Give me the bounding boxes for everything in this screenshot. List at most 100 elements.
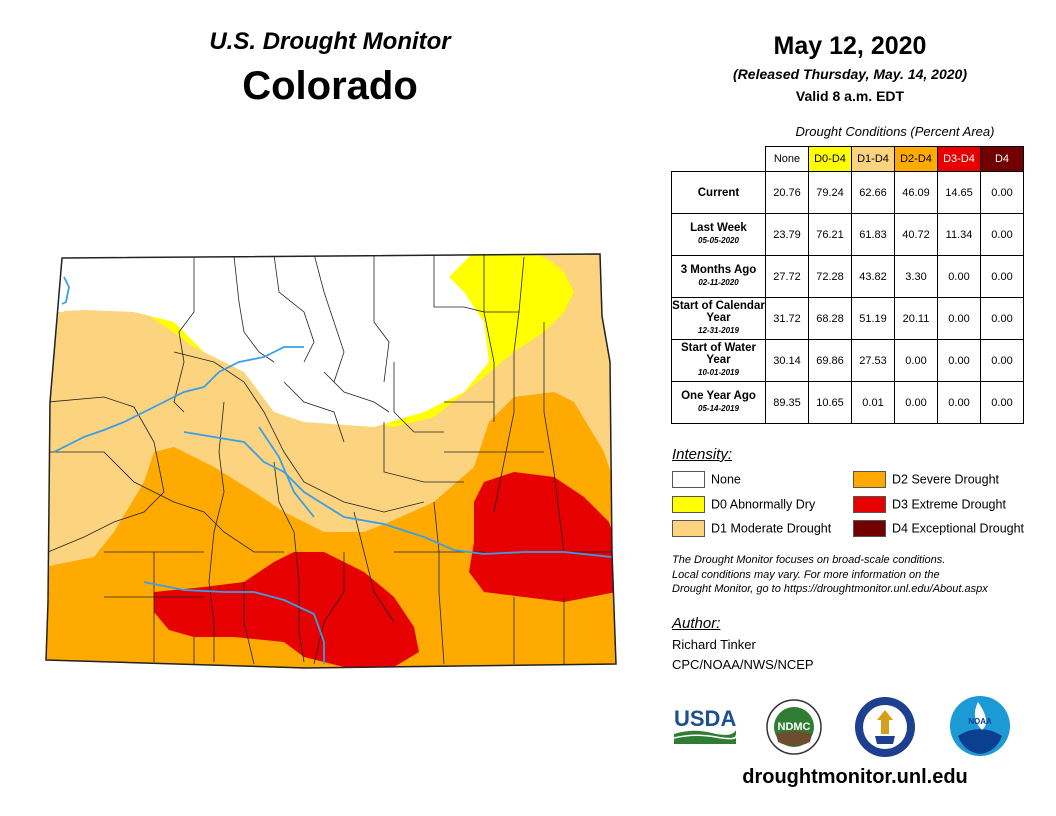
map-title: Colorado [242, 64, 418, 108]
map-date: May 12, 2020 [773, 32, 927, 60]
conditions-row: One Year Ago 05-14-2019 89.35 10.65 0.01 0.00… [671, 381, 1024, 424]
row-label: 3 Months Ago 02-11-2020 [671, 255, 766, 298]
table-cell: 30.14 [765, 339, 809, 382]
commerce-seal-icon [855, 697, 915, 757]
row-label-text: Current [697, 186, 740, 199]
legend-item-d3: D3 Extreme Drought [853, 496, 1006, 514]
legend-swatch-d3 [853, 496, 886, 514]
table-cell: 46.09 [894, 171, 938, 214]
row-label: One Year Ago 05-14-2019 [671, 381, 766, 424]
col-header-d4: D4 [980, 146, 1024, 172]
row-label-text: Start of Calendar Year [672, 300, 765, 324]
row-date: 02-11-2020 [698, 278, 739, 287]
row-label: Start of Water Year 10-01-2019 [671, 339, 766, 382]
row-label: Current [671, 171, 766, 214]
conditions-table: None D0-D4 D1-D4 D2-D4 D3-D4 D4 Current 2… [671, 146, 1024, 424]
table-cell: 40.72 [894, 213, 938, 256]
legend-item-d1: D1 Moderate Drought [672, 520, 831, 538]
table-cell: 0.00 [980, 339, 1024, 382]
disclaimer-note: The Drought Monitor focuses on broad-sca… [672, 553, 1042, 597]
author-organization: CPC/NOAA/NWS/NCEP [672, 657, 814, 672]
table-cell: 51.19 [851, 297, 895, 340]
table-cell: 0.00 [980, 255, 1024, 298]
conditions-row: Last Week 05-05-2020 23.79 76.21 61.83 40.72 1… [671, 213, 1024, 256]
rivers [53, 276, 613, 664]
table-cell: 0.00 [937, 339, 981, 382]
conditions-row: Current 20.76 79.24 62.66 46.09 14.65 0.00 [671, 171, 1024, 214]
row-date: 05-14-2019 [698, 404, 739, 413]
table-cell: 72.28 [808, 255, 852, 298]
col-header-none: None [765, 146, 809, 172]
table-cell: 0.00 [980, 381, 1024, 424]
row-label-text: 3 Months Ago [680, 264, 757, 276]
table-cell: 20.76 [765, 171, 809, 214]
table-cell: 0.00 [980, 171, 1024, 214]
row-label: Start of Calendar Year 12-31-2019 [671, 297, 766, 340]
svg-text:USDA: USDA [674, 706, 736, 731]
table-cell: 0.01 [851, 381, 895, 424]
legend-item-d2: D2 Severe Drought [853, 471, 999, 489]
note-line-2: Local conditions may vary. For more info… [672, 568, 940, 581]
conditions-row: Start of Water Year 10-01-2019 30.14 69.86 2… [671, 339, 1024, 382]
ndmc-logo-icon: NDMC [766, 699, 822, 755]
none-region [46, 254, 489, 427]
conditions-row: Start of Calendar Year 12-31-2019 31.72 68.… [671, 297, 1024, 340]
row-label-text: Last Week [690, 222, 747, 234]
col-header-d2-d4: D2-D4 [894, 146, 938, 172]
table-cell: 79.24 [808, 171, 852, 214]
table-cell: 27.72 [765, 255, 809, 298]
colorado-drought-map [45, 253, 617, 669]
table-cell: 0.00 [980, 213, 1024, 256]
author-heading: Author: [672, 615, 721, 632]
table-cell: 3.30 [894, 255, 938, 298]
table-cell: 43.82 [851, 255, 895, 298]
legend-swatch-d0 [672, 496, 705, 514]
table-cell: 0.00 [894, 381, 938, 424]
table-cell: 69.86 [808, 339, 852, 382]
row-label-text: Start of Water Year [681, 342, 756, 366]
table-cell: 89.35 [765, 381, 809, 424]
table-cell: 27.53 [851, 339, 895, 382]
row-date: 05-05-2020 [698, 236, 739, 245]
row-label: Last Week 05-05-2020 [671, 213, 766, 256]
col-header-d1-d4: D1-D4 [851, 146, 895, 172]
legend-item-d4: D4 Exceptional Drought [853, 520, 1024, 538]
state-outline [45, 253, 617, 669]
conditions-header-row: None D0-D4 D1-D4 D2-D4 D3-D4 D4 [671, 146, 1024, 172]
note-line-3: Drought Monitor, go to https://droughtmo… [672, 583, 988, 595]
author-name: Richard Tinker [672, 637, 756, 652]
table-cell: 0.00 [894, 339, 938, 382]
legend-swatch-d4 [853, 520, 886, 538]
valid-time: Valid 8 a.m. EDT [795, 88, 905, 104]
d3-region-south [154, 552, 419, 667]
table-cell: 0.00 [937, 297, 981, 340]
legend-item-none: None [672, 471, 741, 489]
table-cell: 14.65 [937, 171, 981, 214]
website-url[interactable]: droughtmonitor.unl.edu [742, 766, 968, 788]
release-date: (Released Thursday, May. 14, 2020) [733, 66, 967, 82]
noaa-logo-icon: NOAA [950, 696, 1010, 756]
svg-text:NDMC: NDMC [778, 721, 811, 733]
table-cell: 11.34 [937, 213, 981, 256]
conditions-row: 3 Months Ago 02-11-2020 27.72 72.28 43.82 3.3… [671, 255, 1024, 298]
table-cell: 0.00 [937, 255, 981, 298]
usda-logo-icon: USDA [673, 706, 737, 744]
legend-item-d0: D0 Abnormally Dry [672, 496, 815, 514]
legend-title: Intensity: [672, 446, 733, 463]
table-cell: 0.00 [937, 381, 981, 424]
table-corner [671, 146, 766, 172]
table-cell: 20.11 [894, 297, 938, 340]
legend-swatch-d2 [853, 471, 886, 489]
table-cell: 61.83 [851, 213, 895, 256]
svg-text:NOAA: NOAA [968, 717, 992, 726]
table-cell: 76.21 [808, 213, 852, 256]
d3-region-east [469, 472, 616, 602]
note-line-1: The Drought Monitor focuses on broad-sca… [672, 554, 946, 566]
col-header-d0-d4: D0-D4 [808, 146, 852, 172]
table-cell: 23.79 [765, 213, 809, 256]
legend-swatch-none [672, 471, 705, 489]
legend-swatch-d1 [672, 520, 705, 538]
col-header-d3-d4: D3-D4 [937, 146, 981, 172]
conditions-caption: Drought Conditions (Percent Area) [795, 124, 995, 139]
county-lines [47, 254, 614, 665]
